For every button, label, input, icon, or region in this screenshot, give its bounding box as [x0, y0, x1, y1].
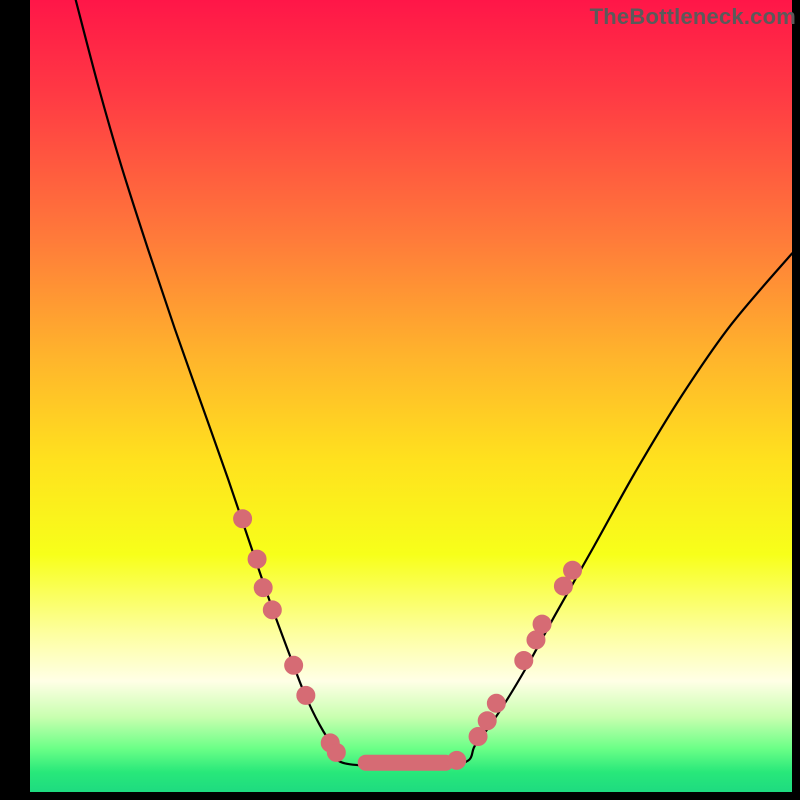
data-point-marker: [254, 579, 272, 597]
chart-frame: TheBottleneck.com: [0, 0, 800, 800]
data-point-marker: [564, 561, 582, 579]
data-point-marker: [248, 550, 266, 568]
data-point-marker: [263, 601, 281, 619]
data-point-marker: [533, 615, 551, 633]
data-point-marker: [527, 631, 545, 649]
gradient-background: [30, 0, 792, 792]
data-point-marker: [327, 743, 345, 761]
watermark-text: TheBottleneck.com: [590, 4, 796, 30]
data-point-marker: [469, 728, 487, 746]
data-point-marker: [285, 656, 303, 674]
data-point-marker: [448, 751, 466, 769]
data-point-marker: [515, 652, 533, 670]
chart-svg: [30, 0, 792, 792]
data-point-marker: [478, 712, 496, 730]
data-point-marker: [554, 577, 572, 595]
data-point-marker: [234, 510, 252, 528]
plot-area: [30, 0, 792, 792]
data-point-marker: [297, 686, 315, 704]
optimal-range-bar: [358, 755, 454, 771]
data-point-marker: [487, 694, 505, 712]
